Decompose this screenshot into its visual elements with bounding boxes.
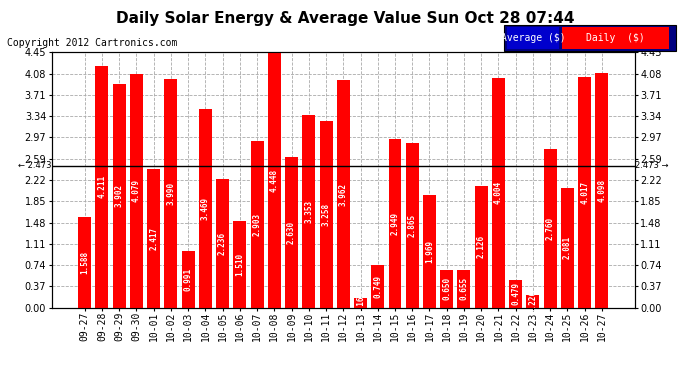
Bar [578, 77, 591, 308]
Bar [319, 121, 333, 308]
Bar [199, 109, 212, 308]
Text: 2.417: 2.417 [149, 226, 158, 250]
Bar [216, 179, 229, 308]
Text: 0.650: 0.650 [442, 278, 451, 300]
Bar [268, 53, 281, 308]
Text: ← 2.473: ← 2.473 [18, 161, 52, 170]
Text: 3.990: 3.990 [166, 182, 175, 205]
Text: Copyright 2012 Cartronics.com: Copyright 2012 Cartronics.com [7, 38, 177, 48]
Text: 4.211: 4.211 [97, 175, 106, 198]
Bar [337, 81, 350, 308]
Bar [526, 294, 540, 307]
Bar [78, 216, 91, 308]
Text: 4.079: 4.079 [132, 179, 141, 202]
Bar [457, 270, 471, 308]
Bar [388, 138, 402, 308]
Text: 0.749: 0.749 [373, 274, 382, 298]
Bar [475, 186, 488, 308]
Bar [354, 298, 367, 307]
Bar [595, 73, 609, 308]
Bar [233, 221, 246, 308]
Text: 2.630: 2.630 [287, 220, 296, 244]
Bar [250, 141, 264, 308]
Text: 2.473 →: 2.473 → [635, 161, 669, 170]
Text: 4.004: 4.004 [494, 181, 503, 204]
Text: 3.902: 3.902 [115, 184, 124, 207]
Text: 2.236: 2.236 [218, 232, 227, 255]
Bar [302, 116, 315, 308]
Text: 3.962: 3.962 [339, 182, 348, 206]
Bar [423, 195, 436, 308]
Text: 2.903: 2.903 [253, 213, 262, 236]
Text: 3.469: 3.469 [201, 196, 210, 220]
Text: 3.353: 3.353 [304, 200, 313, 223]
Text: 2.865: 2.865 [408, 214, 417, 237]
Text: 4.448: 4.448 [270, 168, 279, 192]
Bar [440, 270, 453, 308]
Text: 2.949: 2.949 [391, 211, 400, 235]
Text: Daily  ($): Daily ($) [586, 33, 645, 43]
Bar [112, 84, 126, 308]
Text: 4.017: 4.017 [580, 181, 589, 204]
Bar [492, 78, 505, 308]
Text: 4.098: 4.098 [598, 178, 607, 202]
Bar [181, 251, 195, 308]
Text: 0.479: 0.479 [511, 282, 520, 305]
Bar [285, 157, 298, 308]
Text: 0.226: 0.226 [529, 290, 538, 313]
Text: Average ($): Average ($) [501, 33, 565, 43]
Bar [406, 143, 419, 308]
Text: 3.258: 3.258 [322, 202, 331, 226]
Bar [509, 280, 522, 308]
Bar [164, 79, 177, 308]
Text: 1.510: 1.510 [235, 253, 244, 276]
Bar [130, 74, 143, 308]
Text: 1.969: 1.969 [425, 240, 434, 262]
Text: 2.126: 2.126 [477, 235, 486, 258]
Bar [561, 188, 574, 308]
Bar [371, 265, 384, 308]
Bar [147, 169, 160, 308]
Text: 0.169: 0.169 [356, 291, 365, 314]
Text: 2.760: 2.760 [546, 217, 555, 240]
Bar [95, 66, 108, 308]
Text: 0.991: 0.991 [184, 267, 193, 291]
Text: Daily Solar Energy & Average Value Sun Oct 28 07:44: Daily Solar Energy & Average Value Sun O… [116, 11, 574, 26]
Text: 1.588: 1.588 [80, 251, 89, 274]
Text: 2.081: 2.081 [563, 236, 572, 260]
Bar [544, 149, 557, 308]
Text: 0.655: 0.655 [460, 277, 469, 300]
